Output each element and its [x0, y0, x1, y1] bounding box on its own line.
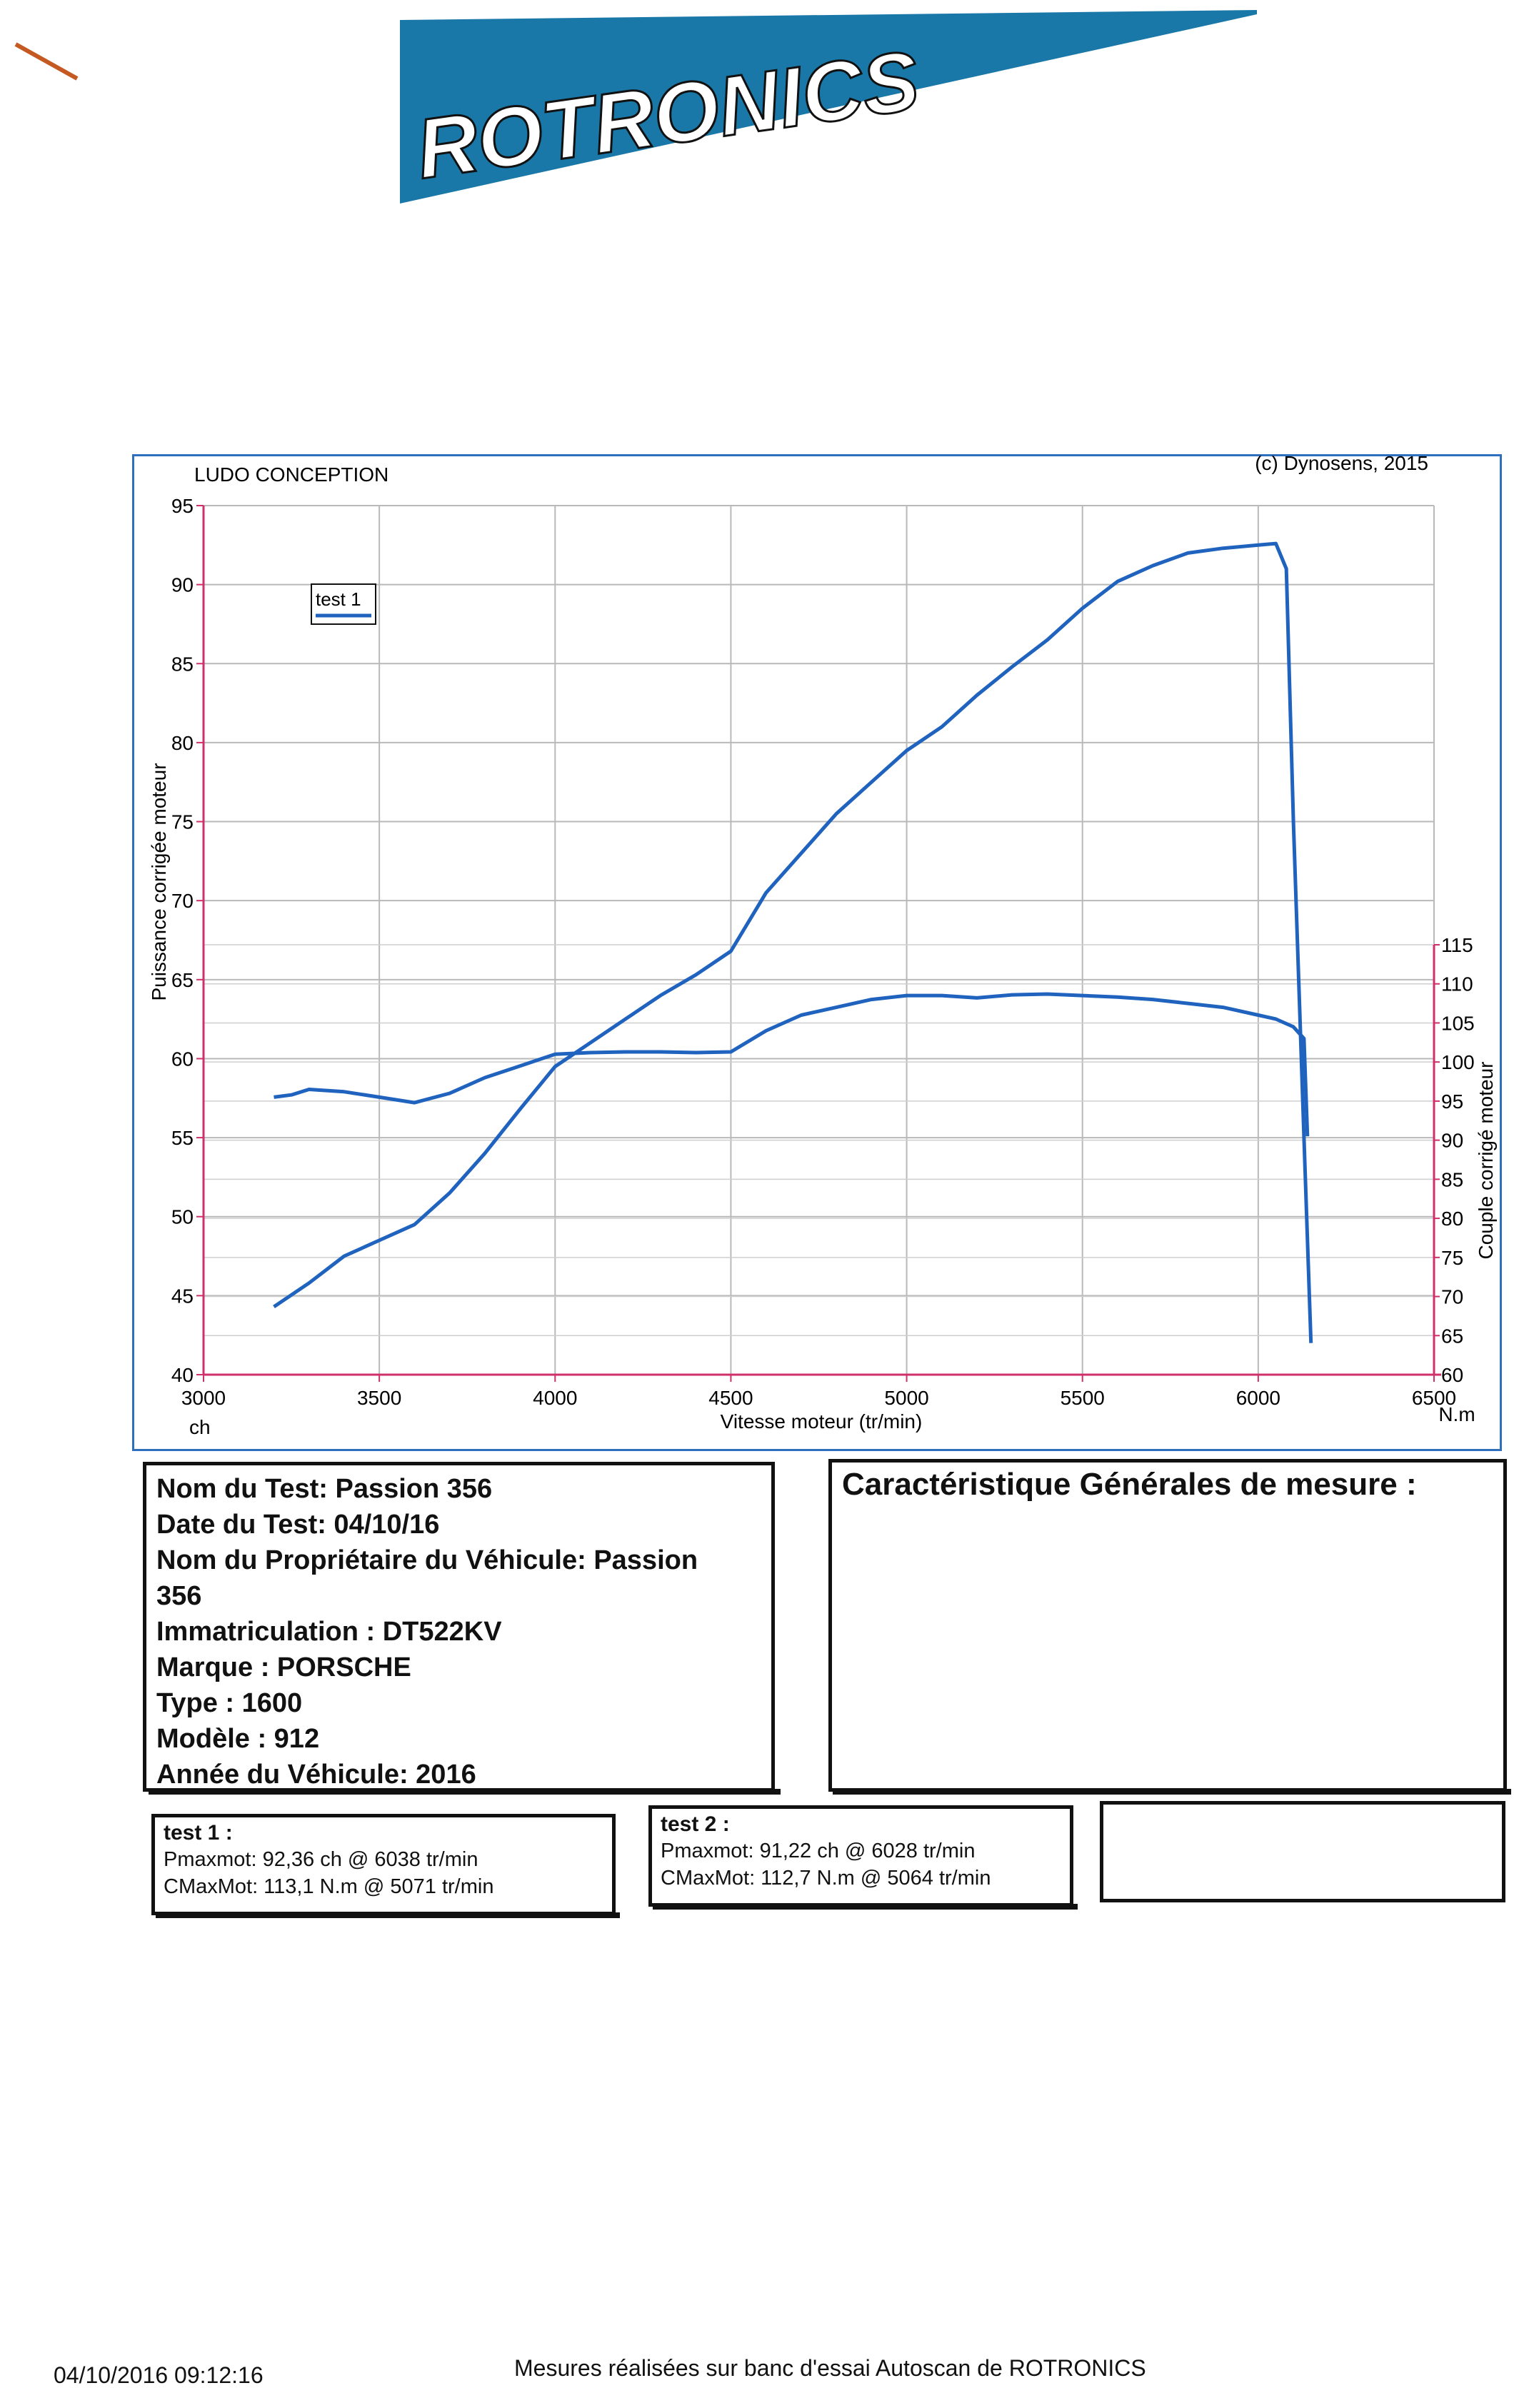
info-model: Modèle : 912	[156, 1724, 320, 1754]
info-test-date: Date du Test: 04/10/16	[156, 1510, 440, 1540]
test1-results-box: test 1 : Pmaxmot: 92,36 ch @ 6038 tr/min…	[151, 1814, 616, 1915]
test2-results-box: test 2 : Pmaxmot: 91,22 ch @ 6028 tr/min…	[648, 1805, 1073, 1907]
test2-title: test 2 :	[661, 1812, 730, 1836]
test1-cmax: CMaxMot: 113,1 N.m @ 5071 tr/min	[164, 1875, 494, 1898]
print-datetime: 04/10/2016 09:12:16	[54, 2362, 264, 2388]
test2-box-shadow	[653, 1904, 1078, 1910]
brand-banner: ROTRONICS	[14, 10, 1257, 204]
measurement-characteristics-box: Caractéristique Générales de mesure :	[828, 1459, 1507, 1792]
chart-frame	[132, 454, 1502, 1451]
info-year: Année du Véhicule: 2016	[156, 1760, 476, 1790]
banner-shape	[400, 10, 1257, 204]
info-box-shadow	[149, 1789, 781, 1795]
info-owner: Nom du Propriétaire du Véhicule: Passion	[156, 1545, 698, 1575]
footer-note: Mesures réalisées sur banc d'essai Autos…	[514, 2355, 1146, 2381]
test2-cmax: CMaxMot: 112,7 N.m @ 5064 tr/min	[661, 1867, 991, 1890]
info-type: Type : 1600	[156, 1688, 303, 1718]
test1-box-shadow	[156, 1912, 620, 1918]
info-owner-cont: 356	[156, 1581, 202, 1611]
test1-title: test 1 :	[164, 1821, 233, 1845]
caract-box-shadow	[833, 1789, 1511, 1795]
info-plate: Immatriculation : DT522KV	[156, 1617, 502, 1647]
test1-pmax: Pmaxmot: 92,36 ch @ 6038 tr/min	[164, 1848, 478, 1871]
empty-notes-box	[1100, 1801, 1505, 1902]
info-test-name: Nom du Test: Passion 356	[156, 1474, 493, 1504]
pen-mark	[14, 42, 79, 81]
info-make: Marque : PORSCHE	[156, 1652, 411, 1682]
test2-pmax: Pmaxmot: 91,22 ch @ 6028 tr/min	[661, 1840, 976, 1862]
caract-title: Caractéristique Générales de mesure :	[842, 1467, 1417, 1502]
vehicle-info-box: Nom du Test: Passion 356 Date du Test: 0…	[143, 1462, 775, 1792]
